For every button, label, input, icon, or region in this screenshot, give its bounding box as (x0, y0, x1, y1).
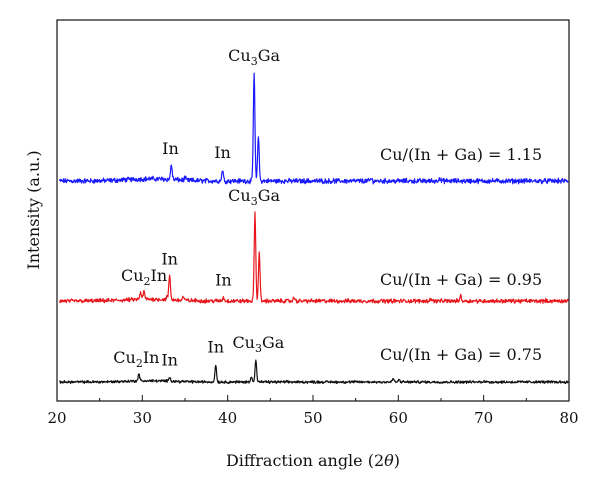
series-label-3: Cu/(In + Ga) = 0.75 (380, 345, 542, 364)
peak-label-1-3: Cu3Ga (228, 46, 280, 68)
series-line-3 (59, 359, 569, 385)
x-tick-label-20: 20 (47, 409, 66, 427)
series-label-2: Cu/(In + Ga) = 0.95 (380, 270, 542, 289)
series-line-2 (58, 211, 569, 304)
peak-label-3-4: Cu3Ga (232, 333, 284, 355)
x-axis-title: Diffraction angle (2θ) (226, 451, 400, 470)
x-axis-ticks: 20 30 40 50 60 70 80 (47, 395, 579, 427)
peak-label-3-1: Cu2In (113, 348, 159, 370)
peak-label-1-2: In (214, 143, 231, 162)
x-tick-label-70: 70 (474, 409, 493, 427)
x-tick-label-30: 30 (133, 409, 152, 427)
series-label-1: Cu/(In + Ga) = 1.15 (380, 145, 542, 164)
peak-label-1-1: In (162, 139, 179, 158)
plot-frame (56, 19, 570, 402)
peak-label-3-3: In (207, 338, 224, 357)
x-tick-label-60: 60 (389, 409, 408, 427)
peak-label-3-2: In (161, 350, 178, 369)
series-layer (58, 72, 569, 385)
x-tick-label-40: 40 (218, 409, 237, 427)
y-axis-title: Intensity (a.u.) (24, 150, 43, 269)
x-tick-label-80: 80 (559, 409, 578, 427)
series-line-1 (58, 72, 569, 185)
x-tick-label-50: 50 (303, 409, 322, 427)
annotation-layer: Cu/(In + Ga) = 1.15 In In Cu3Ga Cu/(In + Ga)… (113, 46, 542, 370)
peak-label-2-3: In (215, 270, 232, 289)
peak-label-2-1: Cu2In (121, 266, 167, 288)
peak-label-2-4: Cu3Ga (228, 186, 280, 208)
peak-label-2-2: In (161, 249, 178, 268)
